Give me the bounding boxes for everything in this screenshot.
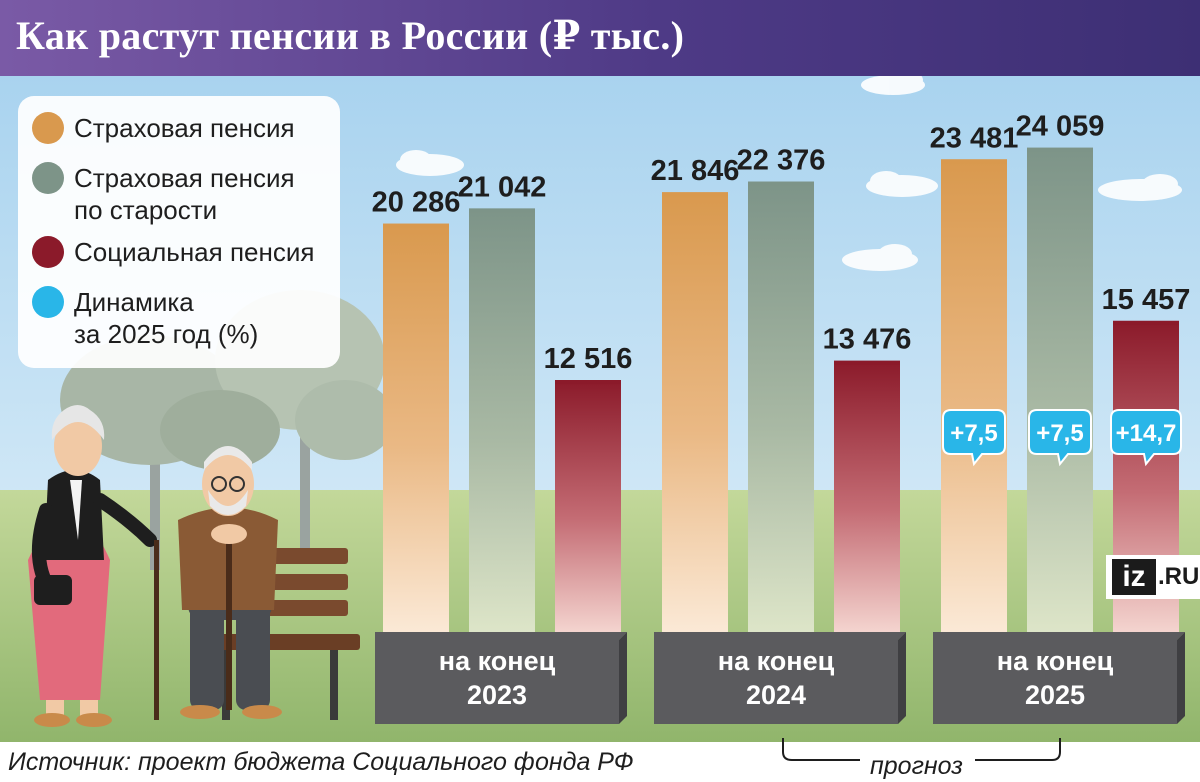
bar-cap (555, 380, 621, 385)
category-plate (654, 632, 906, 724)
legend-item-insurance: Страховая пенсия (32, 112, 295, 144)
bar (383, 223, 449, 632)
bar-cap (941, 159, 1007, 164)
category-label: 2024 (746, 680, 806, 710)
bar-cap (469, 208, 535, 213)
legend-label-social: Социальная пенсия (74, 237, 315, 267)
bar-value-label: 20 286 (372, 187, 461, 219)
bar-value-label: 22 376 (737, 145, 826, 177)
legend-item-dynamics: Динамика за 2025 год (%) (32, 286, 258, 350)
forecast-bracket (782, 738, 1061, 761)
bar-cap (748, 181, 814, 186)
old-woman-illustration (28, 405, 159, 727)
bar (748, 181, 814, 633)
bar (555, 380, 621, 632)
category-label: на конец (439, 646, 556, 676)
logo-iz-mark: iz (1112, 559, 1156, 595)
footer-band (0, 742, 1200, 782)
category-plate-edge (898, 632, 906, 724)
bar-value-label: 24 059 (1016, 111, 1105, 143)
category-label: на конец (718, 646, 835, 676)
category-plate (933, 632, 1185, 724)
bar (834, 360, 900, 632)
dynamics-badge-label: +7,5 (950, 420, 997, 447)
legend-swatch-old-age (32, 162, 64, 194)
bar-cap (383, 223, 449, 228)
legend-item-social: Социальная пенсия (32, 236, 314, 268)
logo-ru-text: .RU (1158, 563, 1200, 590)
header-bar: Как растут пенсии в России (₽ тыс.) (0, 0, 1200, 76)
dynamics-badge (1110, 409, 1182, 467)
dynamics-badge (942, 409, 1006, 467)
dynamics-badge-label: +14,7 (1116, 420, 1177, 447)
dynamics-badges-layer: +7,5 +7,5 +14,7 (942, 409, 1182, 467)
bar-value-label: 21 846 (651, 155, 740, 187)
bar (941, 159, 1007, 633)
legend-swatch-social (32, 236, 64, 268)
bar-cap (662, 192, 728, 197)
category-label: 2023 (467, 680, 527, 710)
bar-value-label: 12 516 (544, 343, 633, 375)
forecast-label: прогноз (870, 752, 963, 780)
legend: Страховая пенсия Страховая пенсия по ста… (18, 96, 340, 368)
page-title: Как растут пенсии в России (₽ тыс.) (16, 13, 685, 58)
category-plate-edge (619, 632, 627, 724)
bar-value-label: 15 457 (1102, 284, 1191, 316)
category-label: на конец (997, 646, 1114, 676)
bar-cap (1113, 320, 1179, 325)
bar-cap (834, 360, 900, 365)
bar-value-label: 13 476 (823, 324, 912, 356)
iz-logo: iz .RU (1106, 555, 1200, 599)
legend-swatch-dynamics (32, 286, 64, 318)
dynamics-badge-label: +7,5 (1036, 420, 1083, 447)
bar (662, 192, 728, 632)
old-man-illustration (178, 446, 282, 719)
legend-item-old-age: Страховая пенсия по старости (32, 162, 295, 226)
legend-swatch-insurance (32, 112, 64, 144)
source-note: Источник: проект бюджета Социального фон… (8, 748, 634, 776)
category-plates-layer: на конец 2023 на конец 2024 на конец 2025 (375, 632, 1185, 724)
category-plate-edge (1177, 632, 1185, 724)
bar (469, 208, 535, 632)
legend-label-insurance: Страховая пенсия (74, 113, 295, 143)
bar-value-label: 21 042 (458, 171, 547, 203)
category-plate (375, 632, 627, 724)
category-label: 2025 (1025, 680, 1085, 710)
bar (1027, 147, 1093, 633)
dynamics-badge (1028, 409, 1092, 467)
legend-label-old-age: Страховая пенсия по старости (74, 163, 295, 225)
bar-cap (1027, 147, 1093, 152)
legend-label-dynamics: Динамика за 2025 год (%) (74, 287, 259, 349)
bar-value-label: 23 481 (930, 122, 1019, 154)
